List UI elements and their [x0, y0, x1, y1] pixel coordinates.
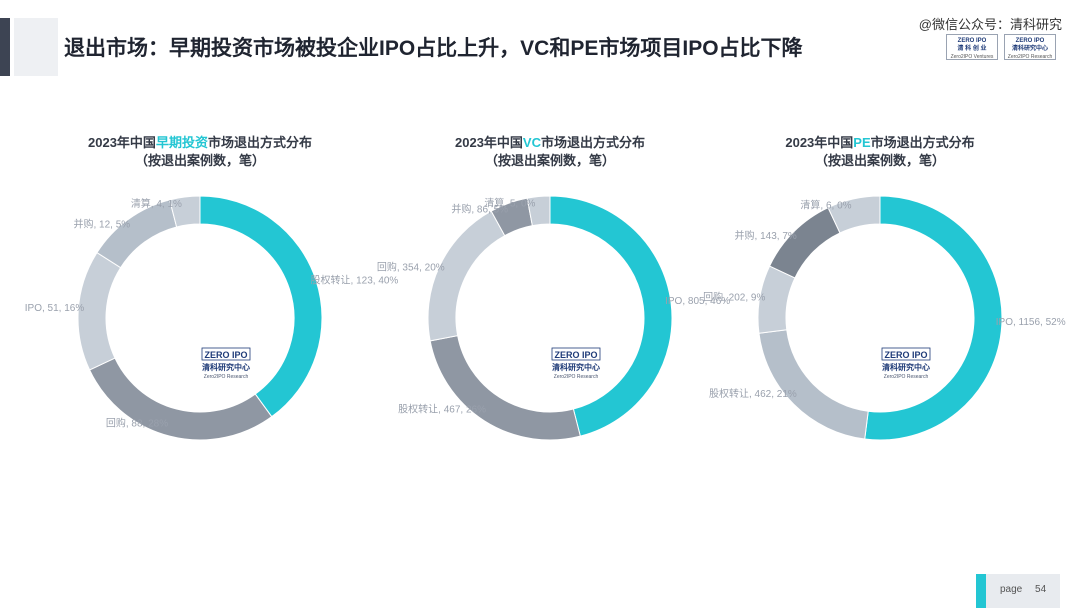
- page-number-value: 54: [1035, 584, 1047, 595]
- chart-title-pre: 2023年中国: [88, 135, 156, 150]
- zero2ipo-research-center-logo: ZERO IPO 清科研究中心 Zero2IPO Research: [201, 347, 251, 380]
- logo-left-cn: 清 科 创 业: [957, 46, 987, 52]
- donut-slice: [427, 210, 506, 342]
- center-logo-zero: ZERO IPO: [554, 350, 597, 360]
- slice-label: IPO, 1156, 52%: [996, 317, 1066, 328]
- slice-label: 清算, 5, 0%: [484, 196, 535, 209]
- chart-subtitle: （按退出案例数，笔）: [134, 153, 265, 168]
- chart-pe: 2023年中国PE市场退出方式分布 （按退出案例数，笔） IPO, 1156, …: [703, 128, 1066, 528]
- donut-slice: [77, 251, 122, 371]
- chart-title-pre: 2023年中国: [455, 135, 523, 150]
- chart-title: 2023年中国早期投资市场退出方式分布: [30, 134, 370, 152]
- center-logo-zero: ZERO IPO: [204, 350, 247, 360]
- slice-label: 并购, 12, 5%: [73, 217, 130, 230]
- center-logo-frame: [551, 347, 601, 361]
- center-logo-en: Zero2IPO Research: [554, 374, 599, 380]
- title-accent-panel: [14, 18, 58, 76]
- wechat-watermark: @微信公众号：清科研究: [918, 17, 1062, 32]
- logo-right-cn: 清科研究中心: [1011, 46, 1048, 52]
- slice-label: 清算, 4, 1%: [131, 197, 182, 210]
- center-logo-cn: 清科研究中心: [882, 362, 930, 372]
- center-logo-en: Zero2IPO Research: [884, 374, 929, 380]
- chart-title: 2023年中国VC市场退出方式分布: [380, 134, 720, 152]
- page-indicator: page 54: [976, 574, 1060, 608]
- zero2ipo-research-center-logo: ZERO IPO 清科研究中心 Zero2IPO Research: [881, 347, 931, 380]
- donut-slice: [169, 195, 201, 228]
- center-logo-cn: 清科研究中心: [552, 362, 600, 372]
- chart-subtitle: （按退出案例数，笔）: [484, 153, 615, 168]
- slice-label: 并购, 143, 7%: [735, 229, 797, 242]
- slice-label: 清算, 6, 0%: [800, 199, 851, 212]
- slice-label: IPO, 805, 46%: [665, 296, 730, 307]
- chart-vc: 2023年中国VC市场退出方式分布 （按退出案例数，笔） IPO, 805, 4…: [377, 128, 730, 528]
- chart-title-post: 市场退出方式分布: [207, 135, 312, 150]
- title-accent-bar: [0, 18, 10, 76]
- chart-title-post: 市场退出方式分布: [870, 135, 975, 150]
- title-bar: 退出市场：早期投资市场被投企业IPO占比上升，VC和PE市场项目IPO占比下降: [0, 18, 1080, 76]
- slice-label: IPO, 51, 16%: [25, 303, 85, 314]
- donut-slice: [199, 195, 323, 418]
- slice-label: 股权转让, 462, 21%: [709, 387, 797, 400]
- header-logos: ZERO IPO 清 科 创 业 Zero2IPO Ventures ZERO …: [946, 34, 1056, 60]
- chart-title-post: 市场退出方式分布: [540, 135, 645, 150]
- chart-title-highlight: PE: [853, 135, 871, 150]
- chart-title-highlight: 早期投资: [155, 135, 208, 150]
- chart-title: 2023年中国PE市场退出方式分布: [710, 134, 1050, 152]
- slice-label: 回购, 202, 9%: [703, 290, 765, 303]
- donut-slice: [526, 195, 551, 227]
- logo-right-en: Zero2IPO Research: [1007, 54, 1053, 60]
- logo-left-top: ZERO IPO: [957, 38, 987, 44]
- slice-label: 股权转让, 123, 40%: [311, 273, 399, 286]
- donut-slice: [864, 195, 1003, 441]
- page-accent-bar: [976, 574, 986, 608]
- chart-early-stage: 2023年中国早期投资市场退出方式分布 （按退出案例数，笔） 股权转让, 123…: [25, 128, 398, 528]
- donut-chart-early-stage: 股权转让, 123, 40% 回购, 88, 28% IPO, 51, 16% 并购,…: [25, 195, 398, 441]
- logo-left-en: Zero2IPO Ventures: [950, 54, 994, 60]
- center-logo-frame: [201, 347, 251, 361]
- slice-label: 回购, 88, 28%: [106, 416, 168, 429]
- chart-title-highlight: VC: [522, 135, 541, 150]
- zero2ipo-research-logo: ZERO IPO 清科研究中心 Zero2IPO Research: [1004, 34, 1056, 60]
- slice-label: 并购, 86, 5%: [451, 203, 508, 216]
- donut-slice: [549, 195, 673, 437]
- center-logo-en: Zero2IPO Research: [204, 374, 249, 380]
- page-title: 退出市场：早期投资市场被投企业IPO占比上升，VC和PE市场项目IPO占比下降: [64, 37, 803, 60]
- zero2ipo-research-center-logo: ZERO IPO 清科研究中心 Zero2IPO Research: [551, 347, 601, 380]
- logo-right-top: ZERO IPO: [1015, 38, 1045, 44]
- chart-title-pre: 2023年中国: [785, 135, 854, 150]
- slice-label: 回购, 354, 20%: [377, 260, 445, 273]
- zero2ipo-ventures-logo: ZERO IPO 清 科 创 业 Zero2IPO Ventures: [946, 34, 998, 60]
- chart-subtitle: （按退出案例数，笔）: [814, 153, 945, 168]
- page-number: page 54: [1000, 584, 1046, 595]
- donut-slice: [758, 329, 869, 440]
- donut-slice: [827, 195, 881, 234]
- center-logo-frame: [881, 347, 931, 361]
- donut-chart-pe: IPO, 1156, 52% 股权转让, 462, 21% 回购, 202, 9% 并…: [703, 195, 1066, 441]
- donut-chart-vc: IPO, 805, 46% 股权转让, 467, 26% 回购, 354, 20% 并…: [377, 195, 730, 441]
- center-logo-zero: ZERO IPO: [884, 350, 927, 360]
- donut-slice: [96, 199, 178, 269]
- slice-label: 股权转让, 467, 26%: [398, 403, 486, 416]
- center-logo-cn: 清科研究中心: [202, 362, 250, 372]
- donut-slice: [768, 206, 841, 279]
- page-label: page: [1000, 584, 1023, 595]
